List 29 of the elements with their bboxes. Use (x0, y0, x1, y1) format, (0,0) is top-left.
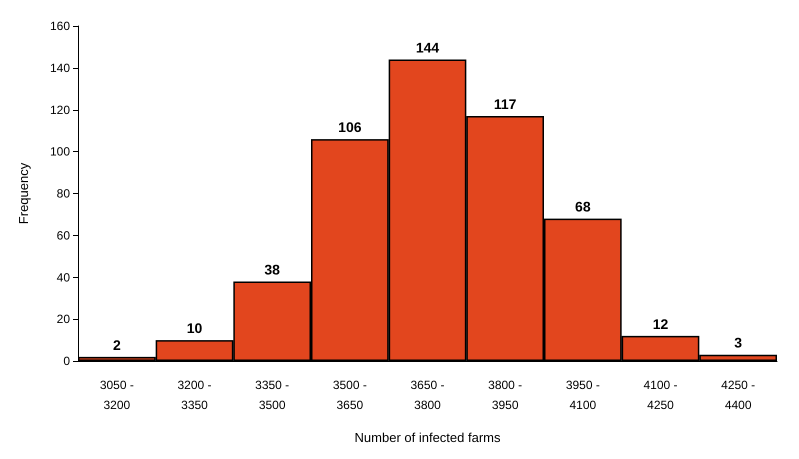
y-tick-label: 40 (56, 270, 70, 284)
data-label: 106 (338, 119, 362, 136)
y-tick-label: 80 (56, 186, 70, 200)
x-tick-label: 3950 - 4100 (566, 378, 600, 412)
data-label: 10 (186, 320, 202, 336)
y-tick-label: 140 (50, 60, 70, 75)
y-axis-title: Frequency (16, 162, 31, 224)
data-label: 2 (112, 336, 121, 353)
data-label: 3 (734, 334, 742, 351)
y-tick-label: 100 (50, 144, 70, 159)
y-tick-label: 160 (50, 19, 70, 33)
y-tick-label: 20 (56, 312, 70, 326)
data-label: 144 (416, 40, 440, 56)
data-label: 12 (652, 316, 668, 332)
x-axis-title: Number of infected farms (354, 430, 501, 445)
x-tick-label: 4100 - 4250 (643, 378, 678, 412)
data-label: 68 (575, 198, 591, 215)
x-tick-label: 3200 - 3350 (177, 378, 212, 412)
x-tick-label: 3650 - 3800 (410, 378, 445, 412)
data-label: 117 (494, 96, 517, 112)
y-tick-label: 0 (63, 354, 70, 368)
x-tick-label: 4250 - 4400 (721, 378, 756, 412)
x-tick-label: 3500 - 3650 (332, 378, 367, 412)
y-tick-label: 120 (50, 102, 70, 117)
x-tick-label: 3050 - 3200 (100, 378, 134, 412)
x-tick-label: 3800 - 3950 (488, 378, 522, 412)
data-label: 38 (264, 261, 280, 278)
y-tick-label: 60 (56, 228, 70, 242)
x-tick-label: 3350 - 3500 (255, 378, 290, 412)
